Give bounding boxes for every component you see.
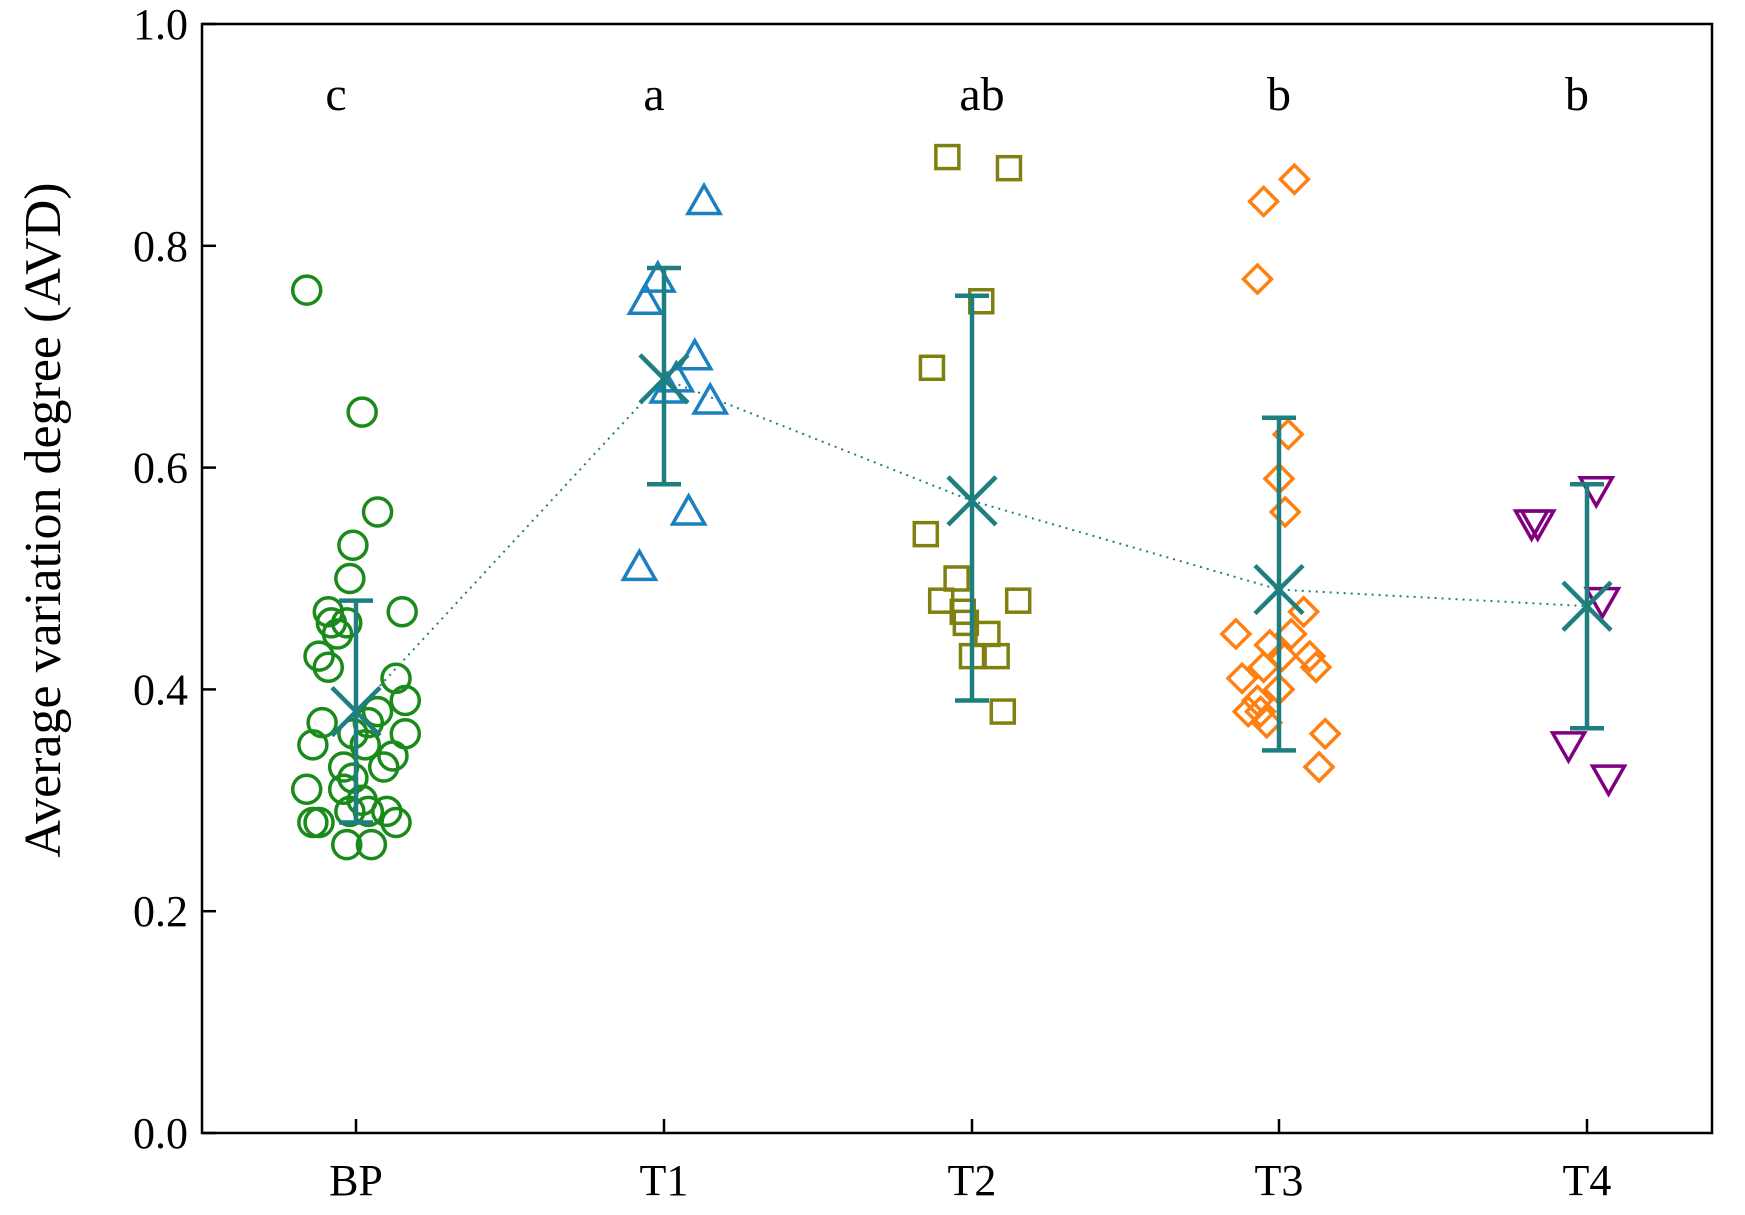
data-point-circle	[297, 729, 329, 761]
data-point-circle	[346, 396, 378, 428]
data-point-triangle-down	[1512, 509, 1551, 543]
data-point-circle	[349, 729, 381, 761]
data-point-circle	[321, 618, 354, 650]
data-point-diamond	[1277, 162, 1311, 196]
significance-letters-layer: c a ab b b	[325, 68, 1589, 121]
y-axis: 0.0 0.2 0.4 0.6 0.8 1.0	[133, 0, 216, 1158]
significance-letter: c	[325, 68, 346, 121]
significance-letter: b	[1565, 68, 1589, 121]
data-point-diamond	[1265, 639, 1299, 673]
data-point-diamond	[1250, 706, 1284, 740]
data-point-triangle-down	[1549, 731, 1588, 765]
data-point-diamond	[1293, 639, 1327, 673]
data-point-diamond	[1231, 695, 1265, 729]
data-point-circle	[331, 828, 363, 861]
data-point-circle	[361, 496, 394, 528]
mean-marker-x	[946, 475, 998, 527]
data-point-circle	[297, 806, 329, 839]
data-point-square	[995, 154, 1023, 182]
data-point-diamond	[1225, 661, 1259, 695]
data-point-square	[927, 587, 955, 614]
data-point-circle	[303, 806, 335, 839]
x-tick-label: BP	[329, 1156, 383, 1205]
data-point-square	[943, 565, 970, 592]
data-point-circle	[355, 828, 388, 861]
data-point-diamond	[1308, 717, 1342, 751]
data-point-square	[967, 288, 995, 315]
data-point-diamond	[1219, 617, 1253, 651]
data-point-square	[1004, 587, 1032, 614]
x-tick-label: T3	[1255, 1156, 1304, 1205]
x-tick-label: T4	[1563, 1156, 1612, 1205]
data-point-diamond	[1274, 617, 1308, 651]
data-point-circle	[377, 740, 409, 772]
data-point-circle	[303, 640, 335, 672]
y-tick-label: 0.6	[133, 444, 188, 493]
data-point-circle	[334, 562, 366, 595]
mean-marker-x	[1253, 563, 1305, 616]
data-point-diamond	[1247, 650, 1281, 684]
data-point-circle	[361, 695, 394, 728]
significance-letter: a	[643, 68, 664, 121]
data-point-square	[989, 698, 1017, 725]
data-point-circle	[371, 795, 403, 828]
data-point-circle	[290, 773, 323, 805]
data-point-diamond	[1247, 184, 1281, 218]
data-point-circle	[389, 684, 422, 717]
data-point-square	[983, 642, 1010, 670]
mean-marker-x	[638, 353, 690, 405]
significance-letter: b	[1267, 68, 1291, 121]
y-axis-label: Average variation degree (AVD)	[15, 182, 72, 857]
data-point-square	[934, 143, 961, 171]
data-points-layer	[290, 143, 1628, 861]
data-point-circle	[380, 806, 412, 839]
error-bars-layer	[330, 265, 1613, 825]
significance-letter: ab	[959, 68, 1004, 121]
data-point-circle	[331, 607, 363, 639]
data-point-square	[912, 520, 940, 548]
y-tick-label: 0.0	[133, 1109, 188, 1158]
data-point-circle	[290, 274, 323, 306]
data-point-diamond	[1240, 262, 1274, 296]
x-axis: BP T1 T2 T3 T4	[329, 1119, 1611, 1205]
data-point-circle	[367, 751, 400, 783]
data-point-triangle-down	[1589, 764, 1628, 798]
y-tick-label: 1.0	[133, 0, 188, 49]
data-point-circle	[312, 651, 345, 683]
data-point-square	[974, 620, 1001, 648]
data-point-triangle-up	[685, 181, 724, 216]
data-point-diamond	[1268, 495, 1302, 529]
y-tick-label: 0.8	[133, 222, 188, 271]
data-point-diamond	[1244, 695, 1277, 729]
mean-marker-x	[1561, 580, 1613, 632]
data-point-diamond	[1299, 650, 1333, 684]
x-tick-label: T1	[640, 1156, 689, 1205]
data-point-triangle-up	[669, 492, 708, 526]
data-point-circle	[337, 529, 369, 561]
data-point-diamond	[1302, 750, 1336, 784]
data-point-triangle-up	[691, 381, 730, 415]
mean-marker-x	[330, 685, 382, 738]
y-tick-label: 0.2	[133, 887, 188, 936]
data-point-triangle-up	[675, 337, 714, 371]
plot-frame	[200, 22, 1714, 1135]
x-tick-label: T2	[948, 1156, 997, 1205]
y-tick-label: 0.4	[133, 665, 188, 714]
plot-area-border	[200, 22, 1714, 1135]
data-point-square	[918, 354, 946, 382]
data-point-triangle-up	[626, 281, 665, 315]
data-point-circle	[334, 795, 366, 828]
data-point-triangle-up	[620, 547, 659, 582]
data-point-circle	[386, 596, 418, 628]
